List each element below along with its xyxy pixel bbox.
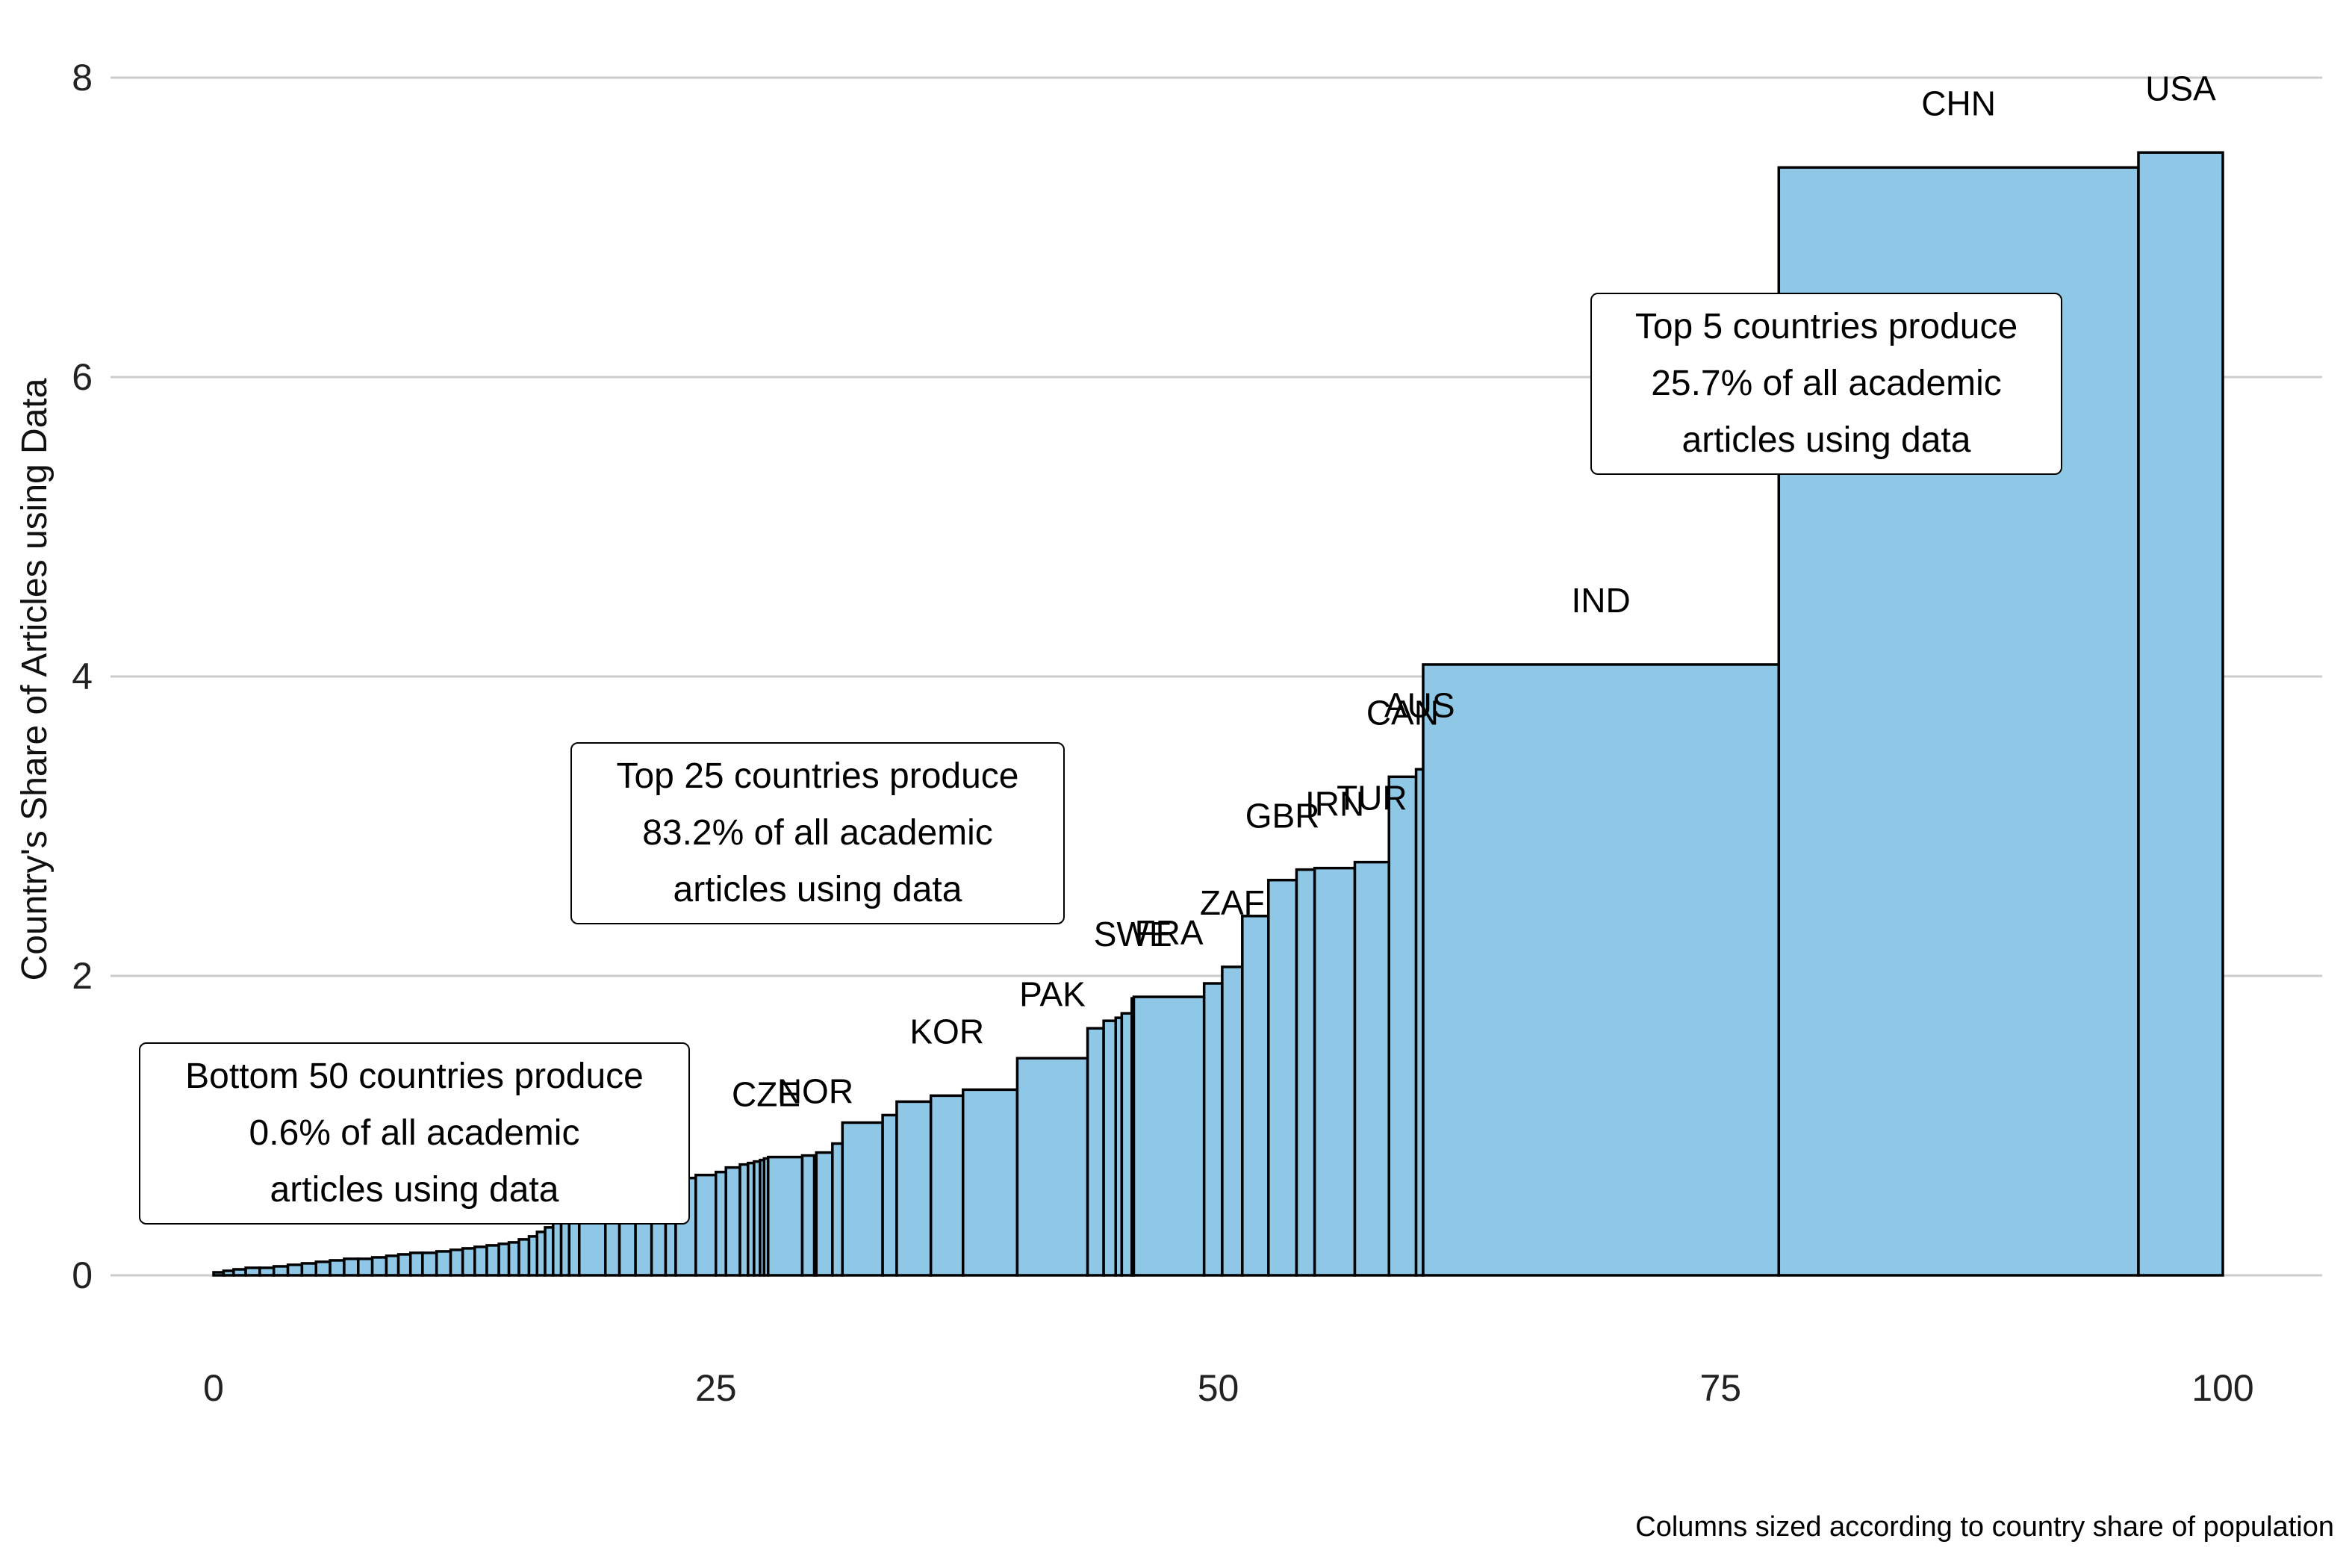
y-tick-label: 2 — [72, 955, 93, 997]
country-label: ZAF — [1200, 883, 1265, 922]
bar — [288, 1265, 302, 1275]
country-label: USA — [2145, 69, 2216, 108]
bar — [509, 1242, 519, 1275]
bar — [696, 1175, 716, 1275]
y-tick-label: 6 — [72, 356, 93, 398]
bar — [499, 1244, 508, 1275]
x-tick-label: 0 — [203, 1367, 224, 1409]
bar — [1354, 862, 1389, 1275]
country-label: CHN — [1921, 84, 1996, 122]
annotation-line: 83.2% of all academic — [582, 805, 1053, 862]
annotation-bottom50: Bottom 50 countries produce 0.6% of all … — [139, 1042, 690, 1225]
annotation-line: Top 5 countries produce — [1602, 299, 2050, 355]
country-label: SWE — [1094, 915, 1172, 953]
bar — [437, 1251, 451, 1275]
bar — [316, 1262, 330, 1275]
annotation-line: articles using data — [151, 1162, 678, 1219]
country-label: GBR — [1245, 797, 1320, 836]
x-tick-label: 100 — [2191, 1367, 2253, 1409]
annotation-line: Top 25 countries produce — [582, 748, 1053, 805]
bar — [373, 1257, 387, 1275]
bar — [1423, 665, 1779, 1275]
bar — [423, 1253, 437, 1275]
country-label: PAK — [1019, 974, 1086, 1013]
y-tick-label: 4 — [72, 656, 93, 697]
country-label: CAN — [1366, 693, 1439, 732]
bar — [411, 1253, 423, 1275]
annotation-line: 25.7% of all academic — [1602, 355, 2050, 412]
annotation-line: 0.6% of all academic — [151, 1105, 678, 1162]
bar — [1133, 997, 1204, 1275]
bar — [519, 1239, 529, 1275]
bar — [1204, 983, 1222, 1275]
x-tick-label: 75 — [1699, 1367, 1741, 1409]
annotation-top5: Top 5 countries produce 25.7% of all aca… — [1590, 293, 2062, 475]
bar — [716, 1172, 726, 1275]
country-label: CZE — [732, 1075, 800, 1114]
annotation-top25: Top 25 countries produce 83.2% of all ac… — [570, 742, 1065, 924]
bar — [358, 1259, 373, 1275]
bar — [1017, 1058, 1087, 1275]
bar — [386, 1256, 398, 1275]
annotation-line: articles using data — [582, 862, 1053, 918]
bar — [842, 1122, 883, 1275]
bar — [1104, 1021, 1116, 1275]
x-tick-label: 50 — [1198, 1367, 1239, 1409]
bar — [897, 1101, 931, 1275]
x-tick-label: 25 — [695, 1367, 737, 1409]
bar — [1222, 967, 1242, 1275]
y-tick-label: 0 — [72, 1254, 93, 1296]
bar — [344, 1259, 358, 1275]
bar — [451, 1250, 463, 1275]
x-axis-ticks: 0 25 50 75 100 — [203, 1367, 2254, 1409]
bar — [1121, 1013, 1131, 1275]
bar — [399, 1254, 411, 1275]
bar — [463, 1248, 475, 1275]
y-tick-label: 8 — [72, 57, 93, 99]
bar — [487, 1245, 499, 1275]
bar — [883, 1115, 897, 1275]
country-label: IND — [1572, 581, 1631, 620]
bar — [1269, 880, 1297, 1275]
bar — [816, 1153, 833, 1275]
chart-caption: Columns sized according to country share… — [1635, 1511, 2334, 1543]
bar — [1242, 916, 1269, 1275]
bar — [833, 1144, 842, 1275]
bar — [1296, 870, 1314, 1275]
bar — [234, 1269, 246, 1275]
bar — [768, 1157, 803, 1275]
bar — [475, 1247, 487, 1275]
country-label: KOR — [909, 1012, 984, 1051]
bar — [1389, 777, 1416, 1275]
y-axis-ticks: 0 2 4 6 8 — [72, 57, 93, 1296]
annotation-line: Bottom 50 countries produce — [151, 1048, 678, 1105]
bar — [330, 1260, 344, 1275]
bar — [963, 1089, 1018, 1275]
bar — [1088, 1028, 1104, 1275]
bar — [2138, 152, 2223, 1275]
bar — [223, 1271, 233, 1275]
bar — [726, 1168, 740, 1275]
bar — [302, 1263, 316, 1275]
bar — [260, 1268, 274, 1275]
bar — [931, 1095, 963, 1275]
annotation-line: articles using data — [1602, 412, 2050, 469]
y-axis-label: Country's Share of Articles using Data — [15, 378, 55, 980]
bar — [802, 1156, 814, 1275]
bar — [274, 1266, 288, 1275]
bar — [214, 1272, 223, 1275]
bar — [246, 1268, 260, 1275]
bar — [1315, 868, 1355, 1275]
